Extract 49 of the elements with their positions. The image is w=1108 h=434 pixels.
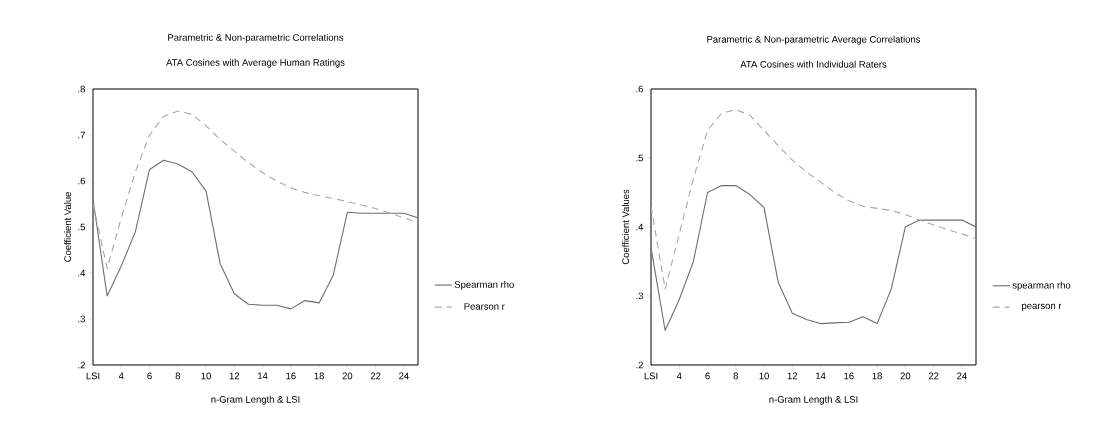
y-tick-label: .2 xyxy=(636,361,643,369)
x-tick-label: 8 xyxy=(733,372,739,380)
y-tick-label: .5 xyxy=(78,223,86,231)
x-tick-label: 22 xyxy=(928,372,939,380)
x-tick-label: 18 xyxy=(872,372,882,380)
y-tick-label: .7 xyxy=(78,131,85,139)
y-tick-label: .4 xyxy=(636,223,644,231)
y-axis-title: Coefficient Values xyxy=(622,189,630,265)
x-tick-label: 4 xyxy=(118,372,124,380)
chart-subtitle: ATA Cosines with Average Human Ratings xyxy=(166,58,345,68)
y-tick-label: .4 xyxy=(78,269,86,277)
x-axis-title: n-Gram Length & LSI xyxy=(211,395,300,405)
x-tick-label: 6 xyxy=(705,372,710,380)
y-tick-label: .6 xyxy=(78,177,85,185)
x-tick-label: 22 xyxy=(370,372,381,380)
x-tick-label: 24 xyxy=(399,372,409,380)
x-tick-label: 14 xyxy=(816,372,826,380)
x-tick-label: 10 xyxy=(759,372,769,380)
legend-label: pearson r xyxy=(1022,303,1062,311)
x-tick-label: 4 xyxy=(676,372,682,380)
x-tick-label: 16 xyxy=(286,372,296,380)
legend-label: Pearson r xyxy=(464,303,505,310)
y-tick-label: .3 xyxy=(78,315,85,323)
x-tick-label: 20 xyxy=(342,372,353,380)
x-tick-label: 24 xyxy=(957,372,967,380)
y-axis-title: Coefficient Value xyxy=(64,192,72,262)
chart-subtitle: ATA Cosines with Individual Raters xyxy=(740,60,887,68)
chart-title: Parametric & Non-parametric Average Correlations xyxy=(707,35,921,45)
x-axis-title: n-Gram Length & LSI xyxy=(769,395,858,405)
x-tick-label: 8 xyxy=(175,372,181,380)
x-tick-label: 12 xyxy=(229,372,240,380)
x-tick-label: 12 xyxy=(787,372,798,380)
legend-label: spearman rho xyxy=(1012,281,1071,291)
y-tick-label: .5 xyxy=(636,154,644,162)
x-tick-label: 14 xyxy=(258,372,268,380)
y-tick-label: .2 xyxy=(78,361,85,369)
y-tick-label: .8 xyxy=(78,85,85,93)
line-series xyxy=(651,109,977,290)
x-tick-label: 16 xyxy=(844,372,854,380)
x-tick-label: LSI xyxy=(86,372,100,380)
x-tick-label: LSI xyxy=(644,372,658,380)
x-tick-label: 18 xyxy=(314,372,324,380)
x-tick-label: 10 xyxy=(201,372,211,380)
y-tick-label: .3 xyxy=(636,292,643,300)
x-tick-label: 6 xyxy=(147,372,152,380)
legend-label: Spearman rho xyxy=(454,280,514,290)
x-tick-label: 20 xyxy=(900,372,911,380)
y-tick-label: .6 xyxy=(636,85,643,93)
chart-title: Parametric & Non-parametric Correlations xyxy=(168,33,344,43)
